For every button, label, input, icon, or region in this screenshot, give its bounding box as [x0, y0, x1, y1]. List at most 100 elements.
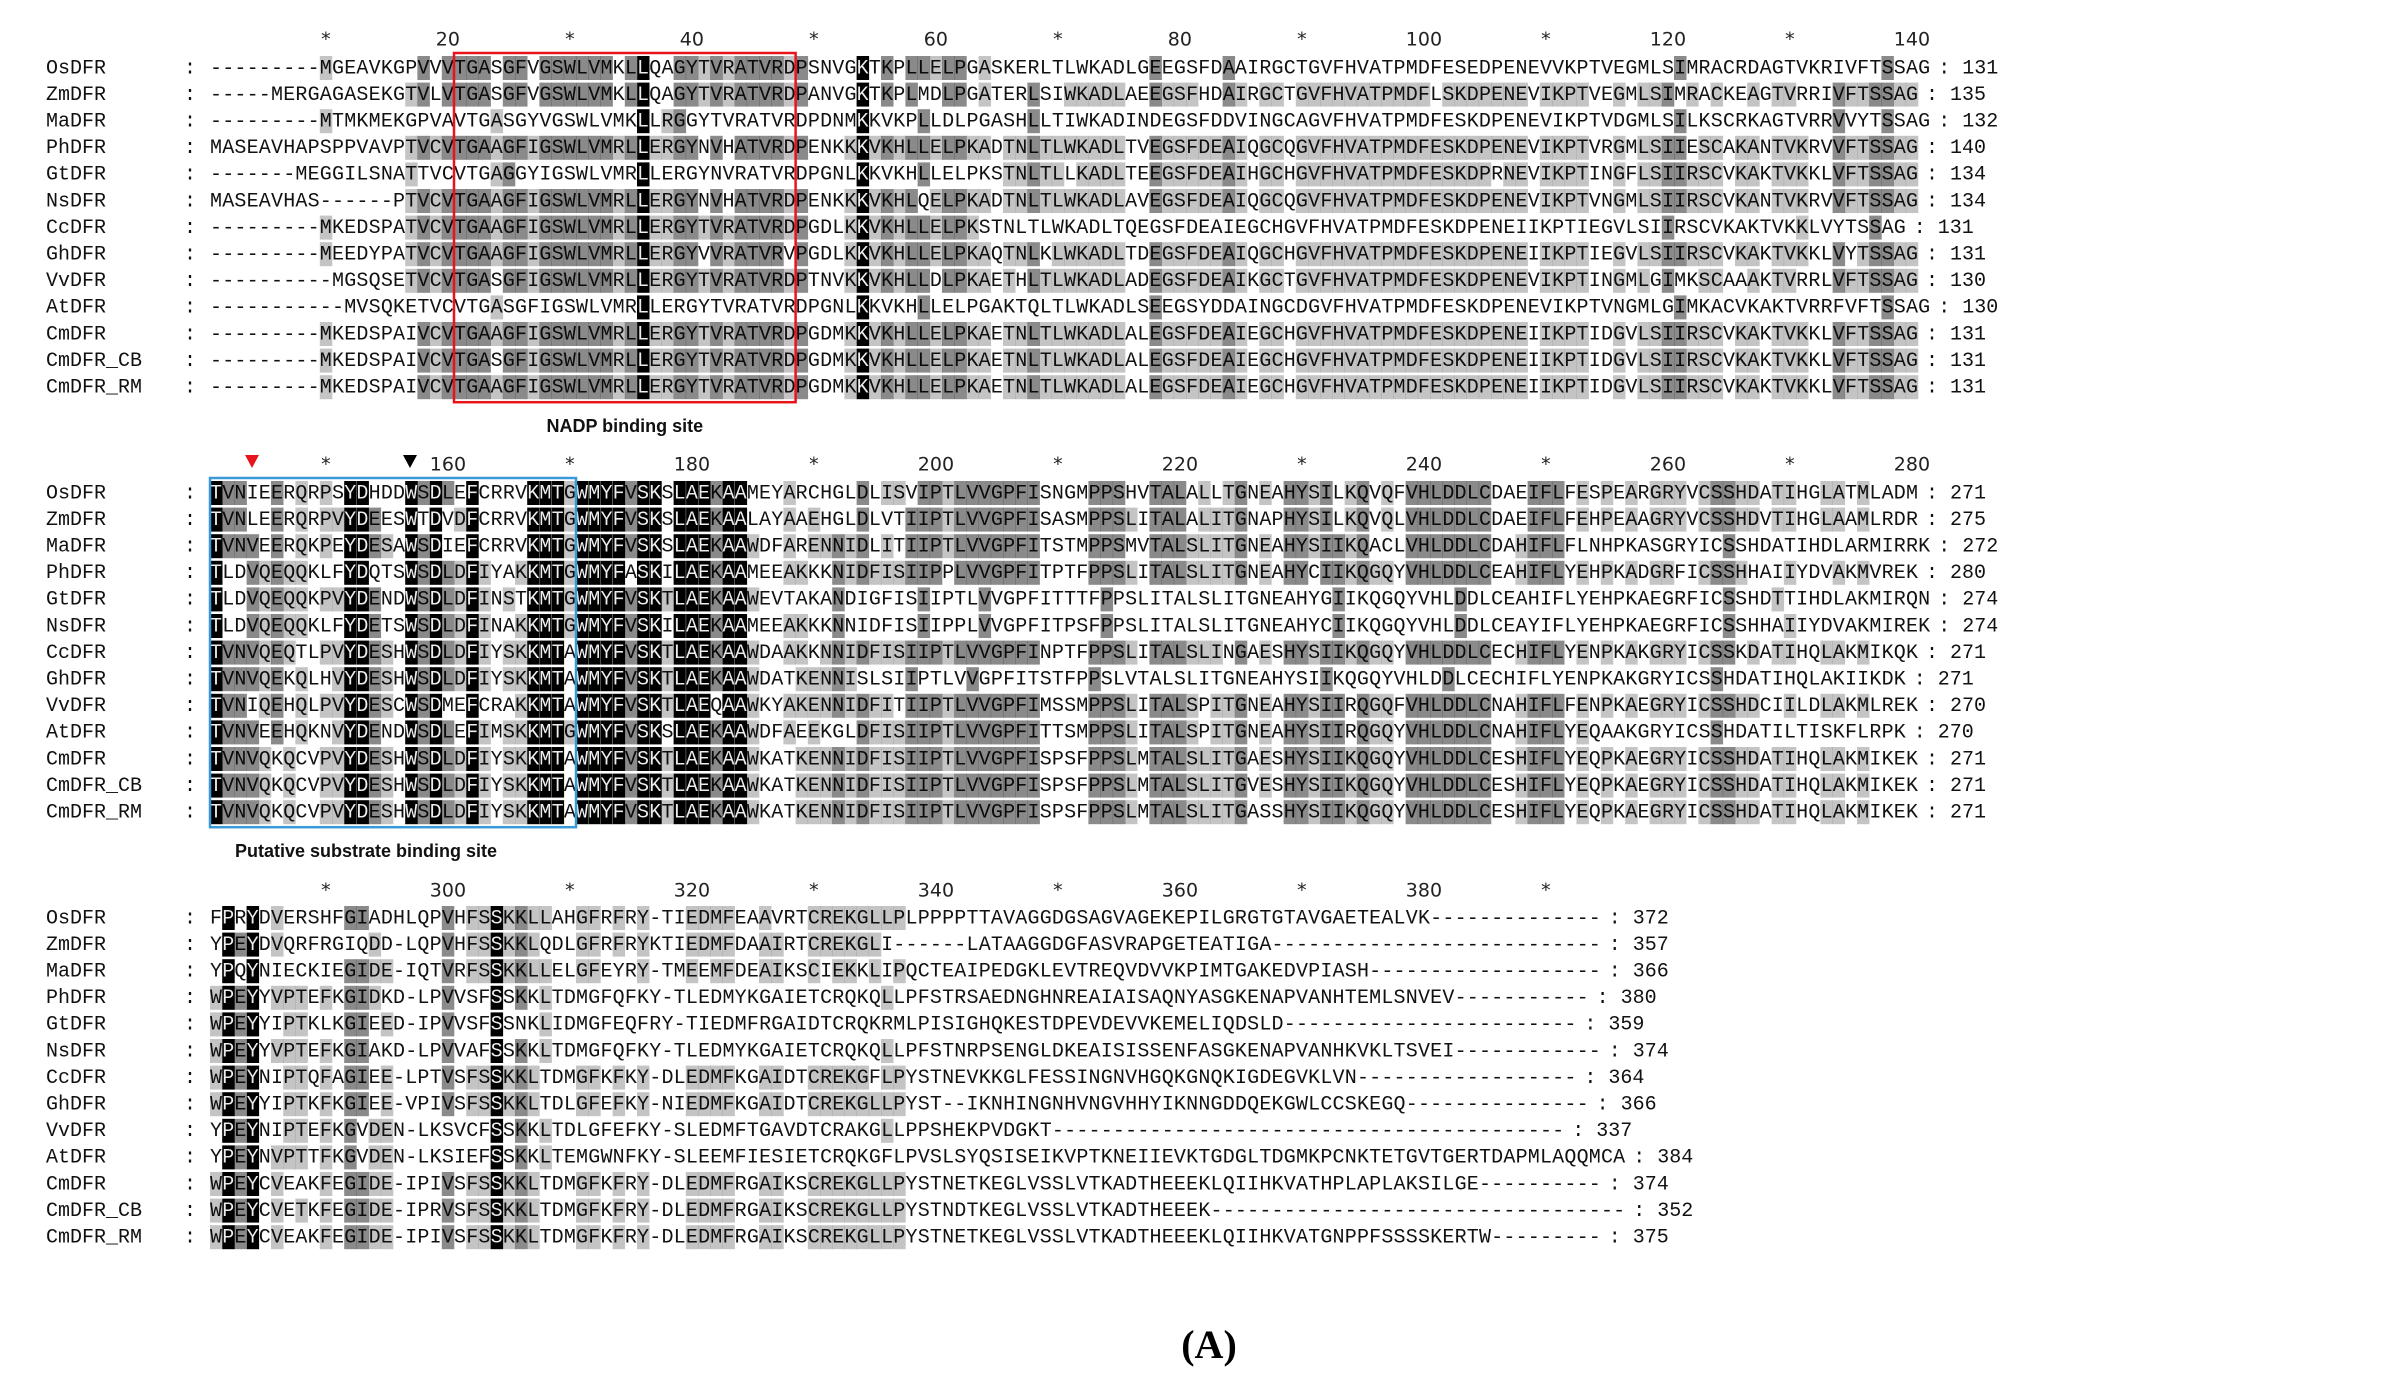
separator: :	[184, 562, 196, 585]
conservation-shade	[1564, 162, 1577, 187]
conservation-shade	[637, 747, 650, 771]
conservation-shade	[1039, 375, 1053, 400]
conservation-shade	[673, 747, 687, 771]
conservation-shade	[1198, 773, 1211, 798]
conservation-shade	[612, 773, 626, 798]
conservation-shade	[1698, 375, 1711, 400]
conservation-shade	[246, 747, 260, 771]
conservation-shade	[1344, 747, 1358, 771]
conservation-shade	[1442, 507, 1455, 532]
conservation-shade	[612, 932, 626, 957]
sequence-name: MaDFR	[46, 110, 106, 133]
conservation-shade	[576, 215, 589, 240]
conservation-shade	[600, 747, 613, 771]
conservation-shade	[429, 773, 443, 798]
conservation-shade	[722, 906, 735, 930]
conservation-shade	[246, 614, 260, 638]
ruler-label: 140	[1894, 29, 1930, 51]
conservation-shade	[478, 587, 491, 612]
conservation-shade	[1027, 640, 1040, 665]
conservation-shade	[1478, 189, 1492, 213]
conservation-shade	[1869, 268, 1882, 293]
conservation-shade	[1649, 800, 1663, 825]
conservation-shade	[746, 348, 760, 373]
conservation-shade	[795, 348, 809, 373]
conservation-shade	[783, 614, 796, 638]
conservation-shade	[673, 720, 687, 745]
conservation-shade	[1857, 189, 1870, 213]
conservation-shade	[563, 189, 577, 213]
conservation-shade	[637, 135, 650, 160]
conservation-shade	[1173, 507, 1187, 532]
conservation-shade	[856, 1225, 870, 1250]
residue-count: 274	[1962, 589, 1998, 612]
conservation-shade	[1442, 481, 1455, 505]
conservation-shade	[600, 800, 613, 825]
conservation-shade	[722, 693, 735, 718]
conservation-shade	[722, 614, 735, 638]
conservation-shade	[1710, 773, 1724, 798]
conservation-shade	[356, 906, 369, 930]
conservation-shade	[1222, 720, 1236, 745]
conservation-shade	[1283, 481, 1297, 505]
conservation-shade	[807, 800, 821, 825]
conservation-shade	[759, 906, 772, 930]
conservation-shade	[1308, 242, 1321, 267]
sequence-name: CmDFR	[46, 1173, 106, 1196]
conservation-shade	[1308, 268, 1321, 293]
conservation-shade	[637, 82, 650, 107]
conservation-shade	[1088, 640, 1101, 665]
conservation-shade	[1003, 375, 1016, 400]
conservation-shade	[795, 135, 809, 160]
conservation-shade	[1515, 162, 1528, 187]
conservation-shade	[1454, 481, 1467, 505]
conservation-shade	[1100, 773, 1114, 798]
conservation-shade	[1686, 242, 1699, 267]
conservation-shade	[405, 534, 418, 559]
conservation-shade	[1454, 507, 1467, 532]
separator: :	[1609, 960, 1621, 983]
conservation-shade	[527, 215, 540, 240]
conservation-shade	[539, 481, 552, 505]
conservation-shade	[1161, 375, 1175, 400]
conservation-shade	[1442, 242, 1455, 267]
conservation-shade	[454, 242, 467, 267]
conservation-shade	[1881, 109, 1894, 134]
conservation-shade	[966, 481, 979, 505]
conservation-shade	[576, 693, 589, 718]
conservation-shade	[917, 587, 931, 612]
conservation-shade	[1600, 747, 1614, 771]
conservation-shade	[515, 985, 528, 1010]
conservation-shade	[1649, 162, 1663, 187]
conservation-shade	[1710, 242, 1724, 267]
conservation-shade	[734, 56, 748, 80]
conservation-shade	[1149, 322, 1162, 346]
conservation-shade	[1308, 640, 1321, 665]
conservation-shade	[1674, 189, 1687, 213]
conservation-shade	[1881, 82, 1894, 107]
conservation-shade	[1405, 720, 1419, 745]
conservation-shade	[1161, 135, 1175, 160]
conservation-shade	[490, 906, 504, 930]
conservation-shade	[917, 268, 931, 293]
conservation-shade	[454, 773, 467, 798]
conservation-shade	[649, 322, 662, 346]
conservation-shade	[1710, 747, 1724, 771]
separator: :	[1938, 535, 1950, 558]
conservation-shade	[1222, 135, 1236, 160]
conservation-shade	[1820, 640, 1833, 665]
conservation-shade	[649, 667, 662, 692]
conservation-shade	[710, 640, 723, 665]
conservation-shade	[368, 693, 382, 718]
residue-count: 130	[1962, 297, 1998, 320]
conservation-shade	[466, 587, 479, 612]
conservation-shade	[1149, 720, 1162, 745]
conservation-shade	[1649, 507, 1663, 532]
conservation-shade	[978, 614, 992, 638]
conservation-shade	[673, 242, 687, 267]
conservation-shade	[332, 800, 345, 825]
conservation-shade	[588, 375, 601, 400]
conservation-shade	[1381, 747, 1394, 771]
conservation-shade	[1344, 375, 1358, 400]
conservation-shade	[515, 1225, 528, 1250]
